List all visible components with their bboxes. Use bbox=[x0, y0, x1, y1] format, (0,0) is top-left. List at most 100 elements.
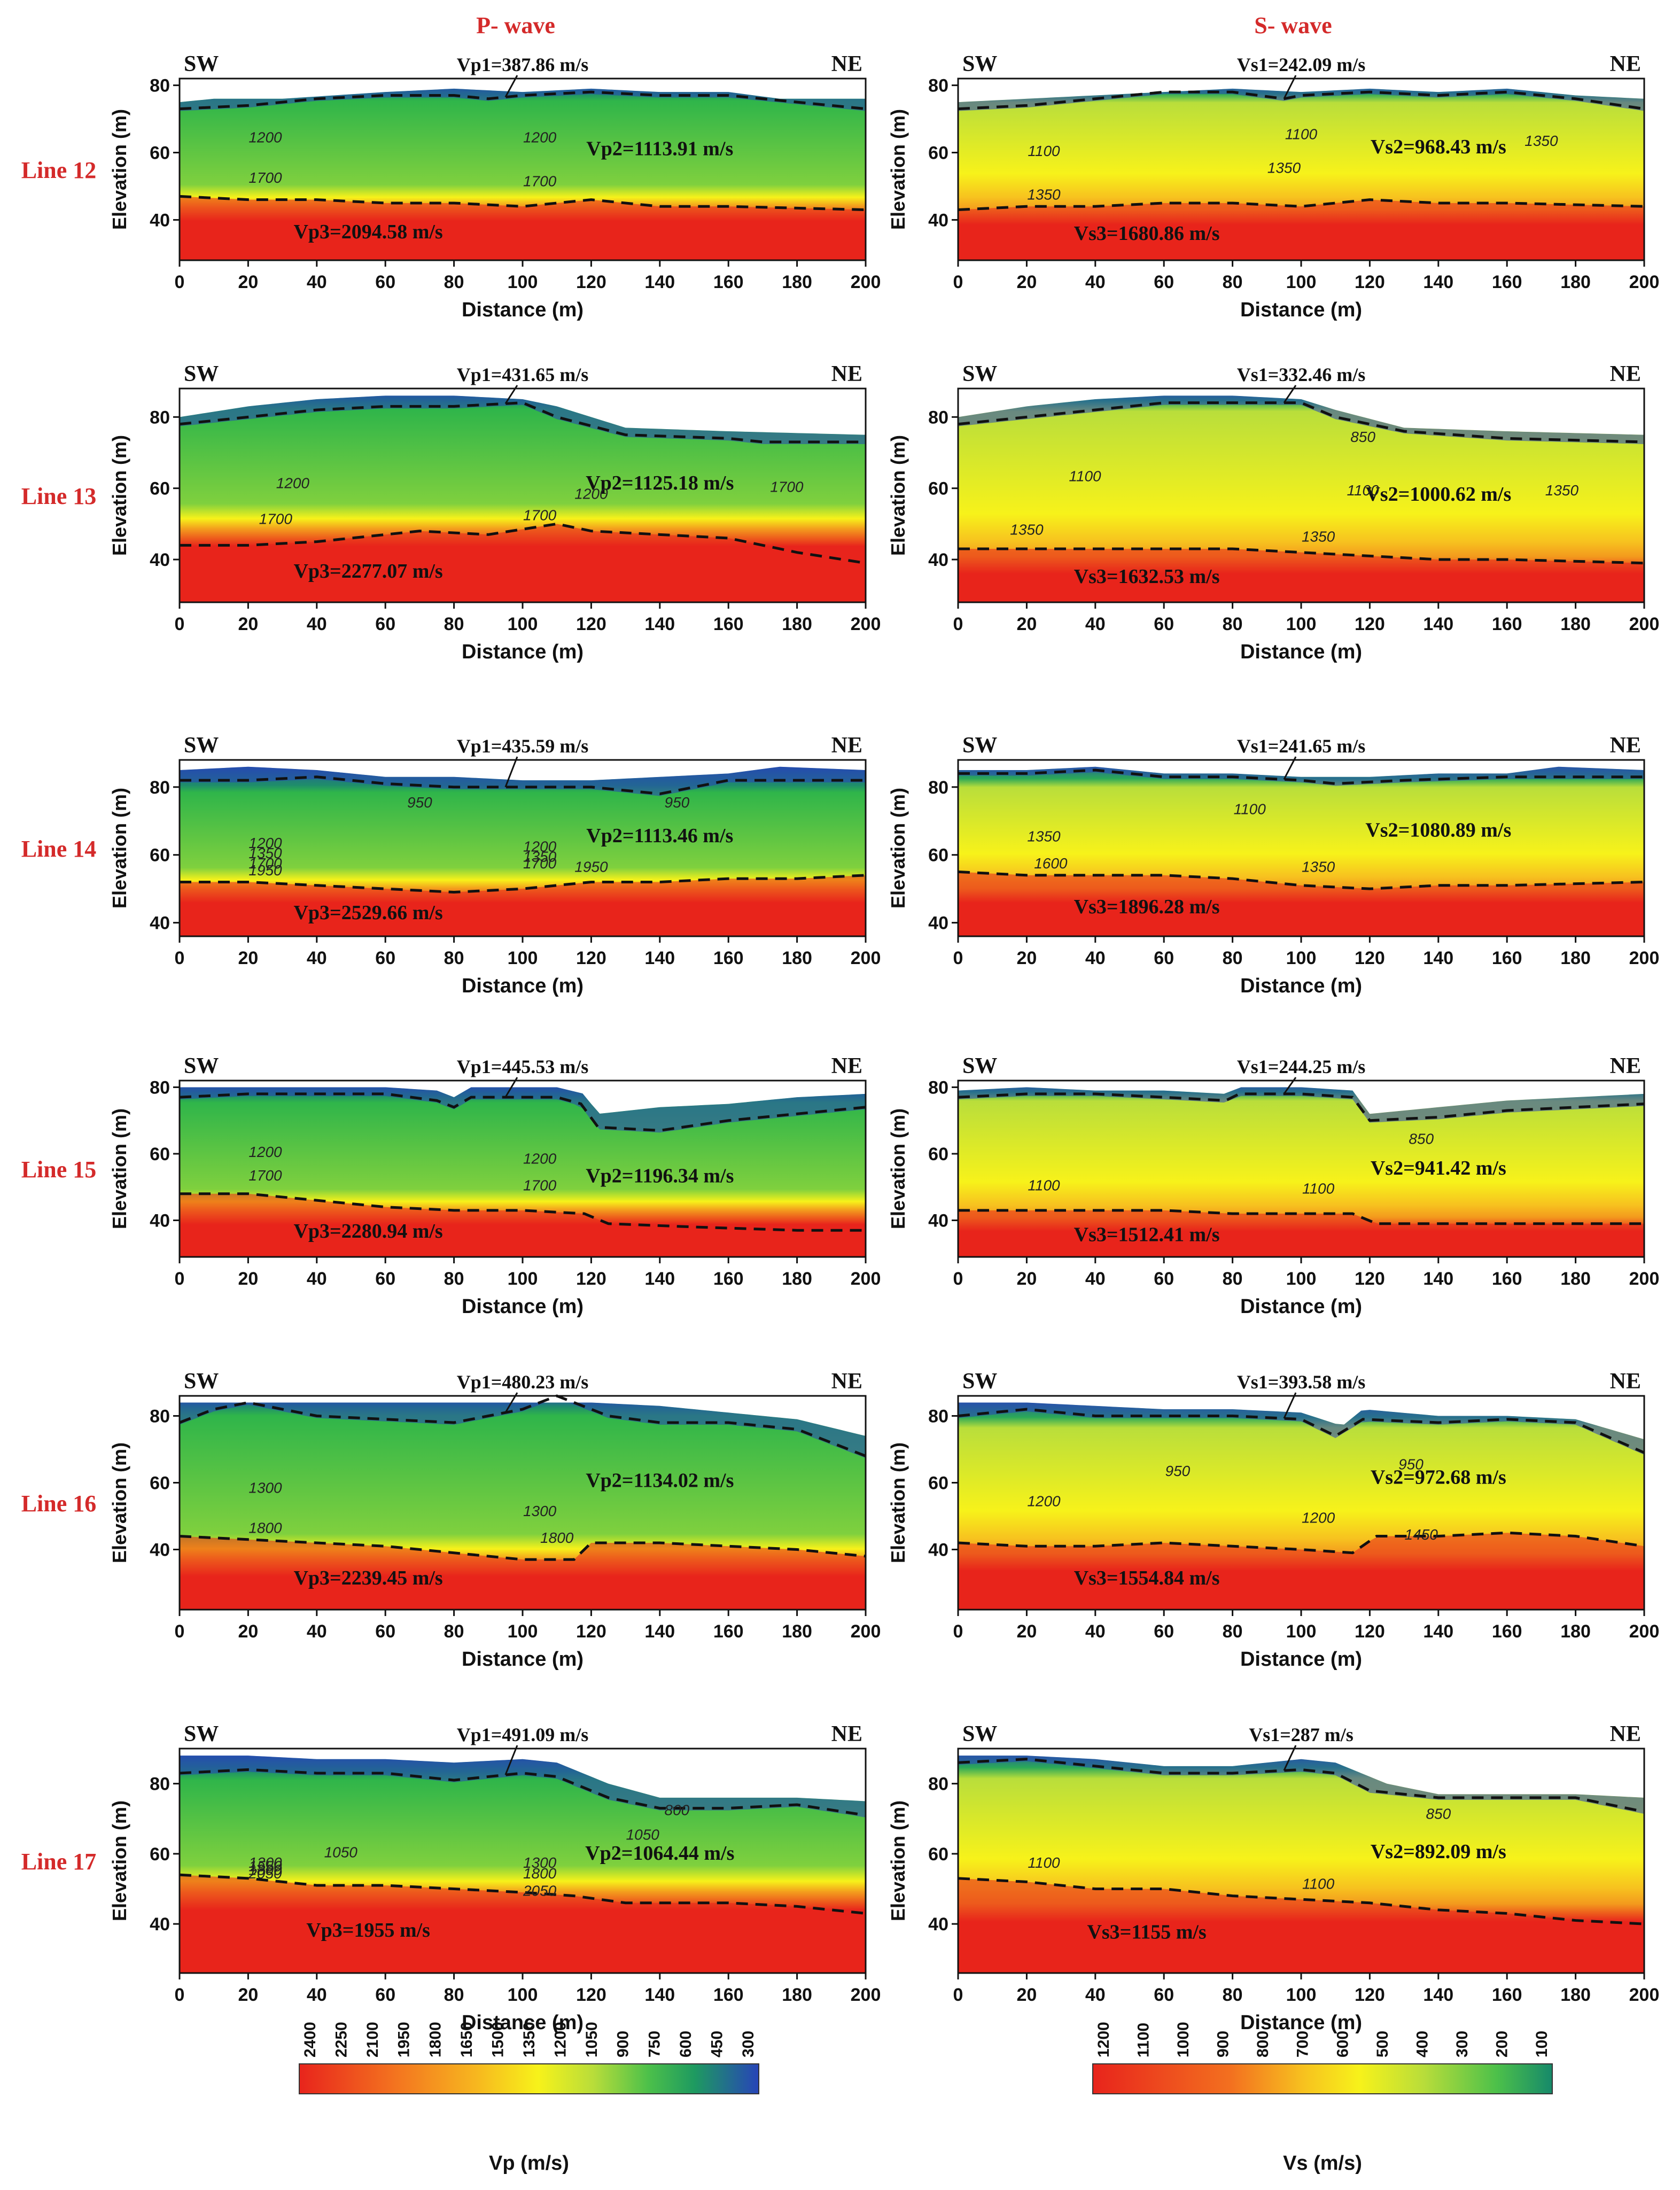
line17-s-ylabel: Elevation (m) bbox=[887, 1800, 909, 1921]
line13-p-xtick-label: 0 bbox=[175, 614, 185, 634]
line16-p-contour-label: 1800 bbox=[540, 1529, 574, 1546]
line16-p-xtick-label: 140 bbox=[644, 1621, 675, 1642]
line15-s-xtick-label: 80 bbox=[1223, 1269, 1243, 1289]
line13-s-xtick-label: 20 bbox=[1016, 614, 1037, 634]
line16-p-surface-layer bbox=[180, 1402, 866, 1458]
line12-s-interface-upper bbox=[958, 90, 1645, 111]
line14-p-bedrock-layer bbox=[180, 875, 866, 936]
line16-p-xtick-label: 200 bbox=[851, 1621, 881, 1642]
line15-p-xtick-label: 60 bbox=[375, 1269, 395, 1289]
line15-p-bedrock-layer bbox=[180, 1193, 866, 1257]
line14-p-contour-label: 1350 bbox=[248, 845, 282, 861]
line12-p-ne-label: NE bbox=[831, 52, 862, 76]
colorbar-tick-label: 800 bbox=[1254, 2031, 1272, 2057]
line13-s-v1-label: Vs1=332.46 m/s bbox=[1237, 364, 1366, 385]
line17-p-interface-upper bbox=[179, 1768, 866, 1817]
colorbar-tick-label: 1350 bbox=[520, 2022, 538, 2057]
line13-p-xtick-label: 100 bbox=[508, 614, 538, 634]
p-colorbar-label: Vp (m/s) bbox=[489, 2152, 569, 2175]
line14-p-ytick-label: 40 bbox=[150, 913, 170, 934]
line13-s-contour-label: 850 bbox=[1350, 429, 1375, 445]
line13-s-contour-label: 1350 bbox=[1302, 529, 1335, 545]
colorbar-tick-label: 450 bbox=[708, 2031, 726, 2057]
line12-s-xtick-label: 100 bbox=[1286, 272, 1317, 292]
line12-p-xtick-label: 120 bbox=[576, 272, 606, 292]
line16-s-xtick-label: 200 bbox=[1629, 1621, 1660, 1642]
line16-s-ytick-label: 80 bbox=[928, 1407, 948, 1427]
line12-s-sw-label: SW bbox=[962, 52, 997, 76]
line17-s-surface-layer bbox=[958, 1756, 1644, 1814]
line17-p-xtick-label: 120 bbox=[576, 1985, 606, 2005]
line12-p-v1-pointer bbox=[504, 75, 518, 98]
line14-p-surface-layer bbox=[180, 766, 866, 796]
line12-s-bedrock-layer bbox=[958, 199, 1644, 260]
line12-s-v1-label: Vs1=242.09 m/s bbox=[1237, 54, 1366, 75]
line16-p-xtick-label: 60 bbox=[375, 1621, 395, 1642]
line12-s-ytick-label: 60 bbox=[928, 143, 948, 164]
line13-p-xtick-label: 200 bbox=[851, 614, 881, 634]
line12-s-xtick-label: 20 bbox=[1016, 272, 1037, 292]
line16-s-v1-label: Vs1=393.58 m/s bbox=[1237, 1371, 1366, 1393]
line17-p-ytick-label: 80 bbox=[150, 1774, 170, 1795]
line16-p-sw-label: SW bbox=[184, 1369, 219, 1394]
line13-s-v3-label: Vs3=1632.53 m/s bbox=[1074, 565, 1220, 588]
line15-s-xtick-label: 20 bbox=[1016, 1269, 1037, 1289]
line17-s-xtick-label: 200 bbox=[1629, 1985, 1660, 2005]
line15-s-ytick-label: 80 bbox=[928, 1077, 948, 1098]
line17-p-contour-label: 2050 bbox=[248, 1865, 282, 1882]
line15-p-xlabel: Distance (m) bbox=[462, 1295, 584, 1318]
line15-p-v3-label: Vp3=2280.94 m/s bbox=[293, 1220, 442, 1242]
line17-s-xtick-label: 160 bbox=[1492, 1985, 1522, 2005]
line17-p-xlabel: Distance (m) bbox=[462, 2012, 584, 2034]
line16-s-interface-lower bbox=[958, 1531, 1645, 1555]
line12-p-xtick-label: 0 bbox=[175, 272, 185, 292]
line12-s-v2-label: Vs2=968.43 m/s bbox=[1371, 136, 1506, 158]
line15-p-ylabel: Elevation (m) bbox=[108, 1108, 130, 1229]
line15-p-xtick-label: 140 bbox=[644, 1269, 675, 1289]
line15-s-xtick-label: 60 bbox=[1154, 1269, 1174, 1289]
line15-s-ytick-label: 40 bbox=[928, 1211, 948, 1231]
line16-p-xtick-label: 20 bbox=[238, 1621, 258, 1642]
line15-s-xtick-label: 100 bbox=[1286, 1269, 1317, 1289]
line13-p-xtick-label: 180 bbox=[782, 614, 812, 634]
line14-p-xtick-label: 40 bbox=[307, 948, 327, 968]
line14-p-xtick-label: 120 bbox=[576, 948, 606, 968]
line13-s-xtick-label: 180 bbox=[1560, 614, 1591, 634]
line15-s-ytick-label: 60 bbox=[928, 1144, 948, 1164]
line17-p-xtick-label: 100 bbox=[508, 1985, 538, 2005]
line12-p-contour-label: 1200 bbox=[523, 129, 557, 146]
line17-p-xtick-label: 200 bbox=[851, 1985, 881, 2005]
line17-p-xtick-label: 40 bbox=[307, 1985, 327, 2005]
line17-p-ylabel: Elevation (m) bbox=[108, 1800, 130, 1921]
line17-s-contour-label: 850 bbox=[1426, 1805, 1451, 1822]
line16-s-ylabel: Elevation (m) bbox=[887, 1442, 909, 1563]
line13-p-contour-label: 1200 bbox=[574, 486, 608, 502]
line17-s-xtick-label: 80 bbox=[1223, 1985, 1243, 2005]
line14-p-contour-label: 1950 bbox=[574, 858, 608, 875]
colorbar-tick-label: 600 bbox=[677, 2031, 695, 2057]
colorbar-tick-label: 200 bbox=[1493, 2031, 1511, 2057]
line12-p-v3-label: Vp3=2094.58 m/s bbox=[293, 221, 442, 243]
line13-p-xtick-label: 80 bbox=[444, 614, 464, 634]
line14-s-xtick-label: 20 bbox=[1016, 948, 1037, 968]
line12-p-contour-label: 1200 bbox=[248, 129, 282, 146]
line13-s-ylabel: Elevation (m) bbox=[887, 435, 909, 556]
line13-p-ytick-label: 40 bbox=[150, 550, 170, 570]
line17-p-xtick-label: 60 bbox=[375, 1985, 395, 2005]
line17-s-xlabel: Distance (m) bbox=[1240, 2012, 1362, 2034]
line13-p-xtick-label: 120 bbox=[576, 614, 606, 634]
line15-p-sw-label: SW bbox=[184, 1054, 219, 1078]
line16-p-xtick-label: 180 bbox=[782, 1621, 812, 1642]
line16-s-v3-label: Vs3=1554.84 m/s bbox=[1074, 1567, 1220, 1589]
line12-s-ylabel: Elevation (m) bbox=[887, 109, 909, 230]
line15-s-v1-label: Vs1=244.25 m/s bbox=[1237, 1056, 1366, 1077]
line17-s-v1-label: Vs1=287 m/s bbox=[1249, 1724, 1354, 1745]
line13-s-xtick-label: 120 bbox=[1355, 614, 1385, 634]
line12-p-xtick-label: 200 bbox=[851, 272, 881, 292]
line16-p-xtick-label: 100 bbox=[508, 1621, 538, 1642]
line13-s-bedrock-layer bbox=[958, 549, 1644, 602]
line13-p-v1-pointer bbox=[504, 385, 518, 405]
line12-s-xtick-label: 0 bbox=[953, 272, 963, 292]
line15-p-xtick-label: 20 bbox=[238, 1269, 258, 1289]
